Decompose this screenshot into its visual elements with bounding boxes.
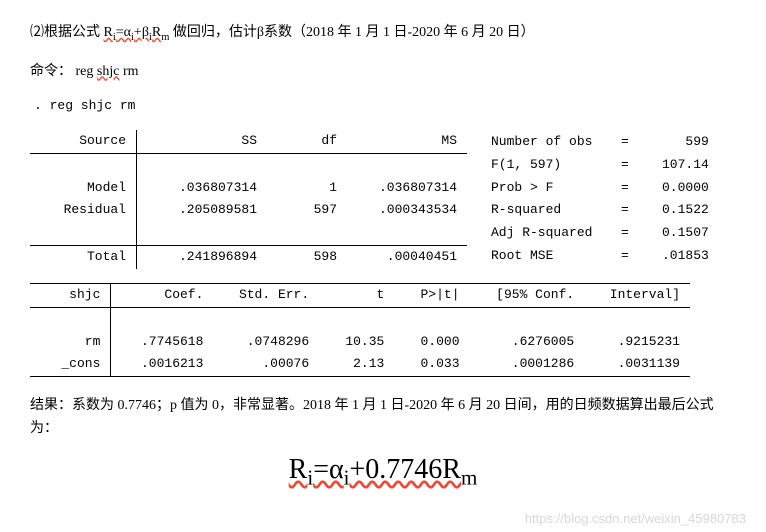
stata-echo: . reg shjc rm: [34, 97, 736, 116]
command-label: 命令：: [30, 64, 72, 79]
intro-formula: Ri=αi+βiRm: [104, 25, 170, 40]
stat-row: Number of obs=599: [487, 132, 713, 153]
intro-paragraph: ⑵根据公式 Ri=αi+βiRm 做回归，估计β系数（2018 年 1 月 1 …: [30, 22, 736, 47]
anova-row-residual: Residual .205089581 597 .000343534: [30, 199, 467, 222]
stat-row: Prob > F=0.0000: [487, 178, 713, 199]
anova-row-model: Model .036807314 1 .036807314: [30, 177, 467, 200]
anova-table: Source SS df MS Model .036807314 1 .0368…: [30, 130, 467, 269]
coef-table: shjc Coef. Std. Err. t P>|t| [95% Conf. …: [30, 283, 690, 377]
stat-row: R-squared=0.1522: [487, 200, 713, 221]
intro-prefix: ⑵根据公式: [30, 25, 104, 40]
anova-h-ss: SS: [137, 130, 268, 153]
command-paragraph: 命令： reg shjc rm: [30, 61, 736, 83]
anova-h-df: df: [267, 130, 347, 153]
stat-row: Root MSE=.01853: [487, 246, 713, 267]
result-paragraph: 结果：系数为 0.7746；p 值为 0，非常显著。2018 年 1 月 1 日…: [30, 395, 736, 440]
anova-row-total: Total .241896894 598 .00040451: [30, 246, 467, 269]
model-stats: Number of obs=599 F(1, 597)=107.14 Prob …: [485, 130, 715, 269]
anova-h-source: Source: [30, 130, 137, 153]
coef-row-rm: rm .7745618 .0748296 10.35 0.000 .627600…: [30, 331, 690, 354]
stat-row: F(1, 597)=107.14: [487, 155, 713, 176]
intro-suffix: 做回归，估计β系数（2018 年 1 月 1 日-2020 年 6 月 20 日…: [173, 25, 535, 40]
stat-row: Adj R-squared=0.1507: [487, 223, 713, 244]
command-text: reg shjc rm: [76, 64, 139, 79]
final-formula: Ri=αi+0.7746Rm: [30, 454, 736, 491]
anova-h-ms: MS: [347, 130, 467, 153]
watermark: https://blog.csdn.net/weixin_45980783: [525, 511, 746, 526]
coef-row-cons: _cons .0016213 .00076 2.13 0.033 .000128…: [30, 353, 690, 376]
stata-output: . reg shjc rm Source SS df MS Model .036…: [30, 97, 736, 377]
